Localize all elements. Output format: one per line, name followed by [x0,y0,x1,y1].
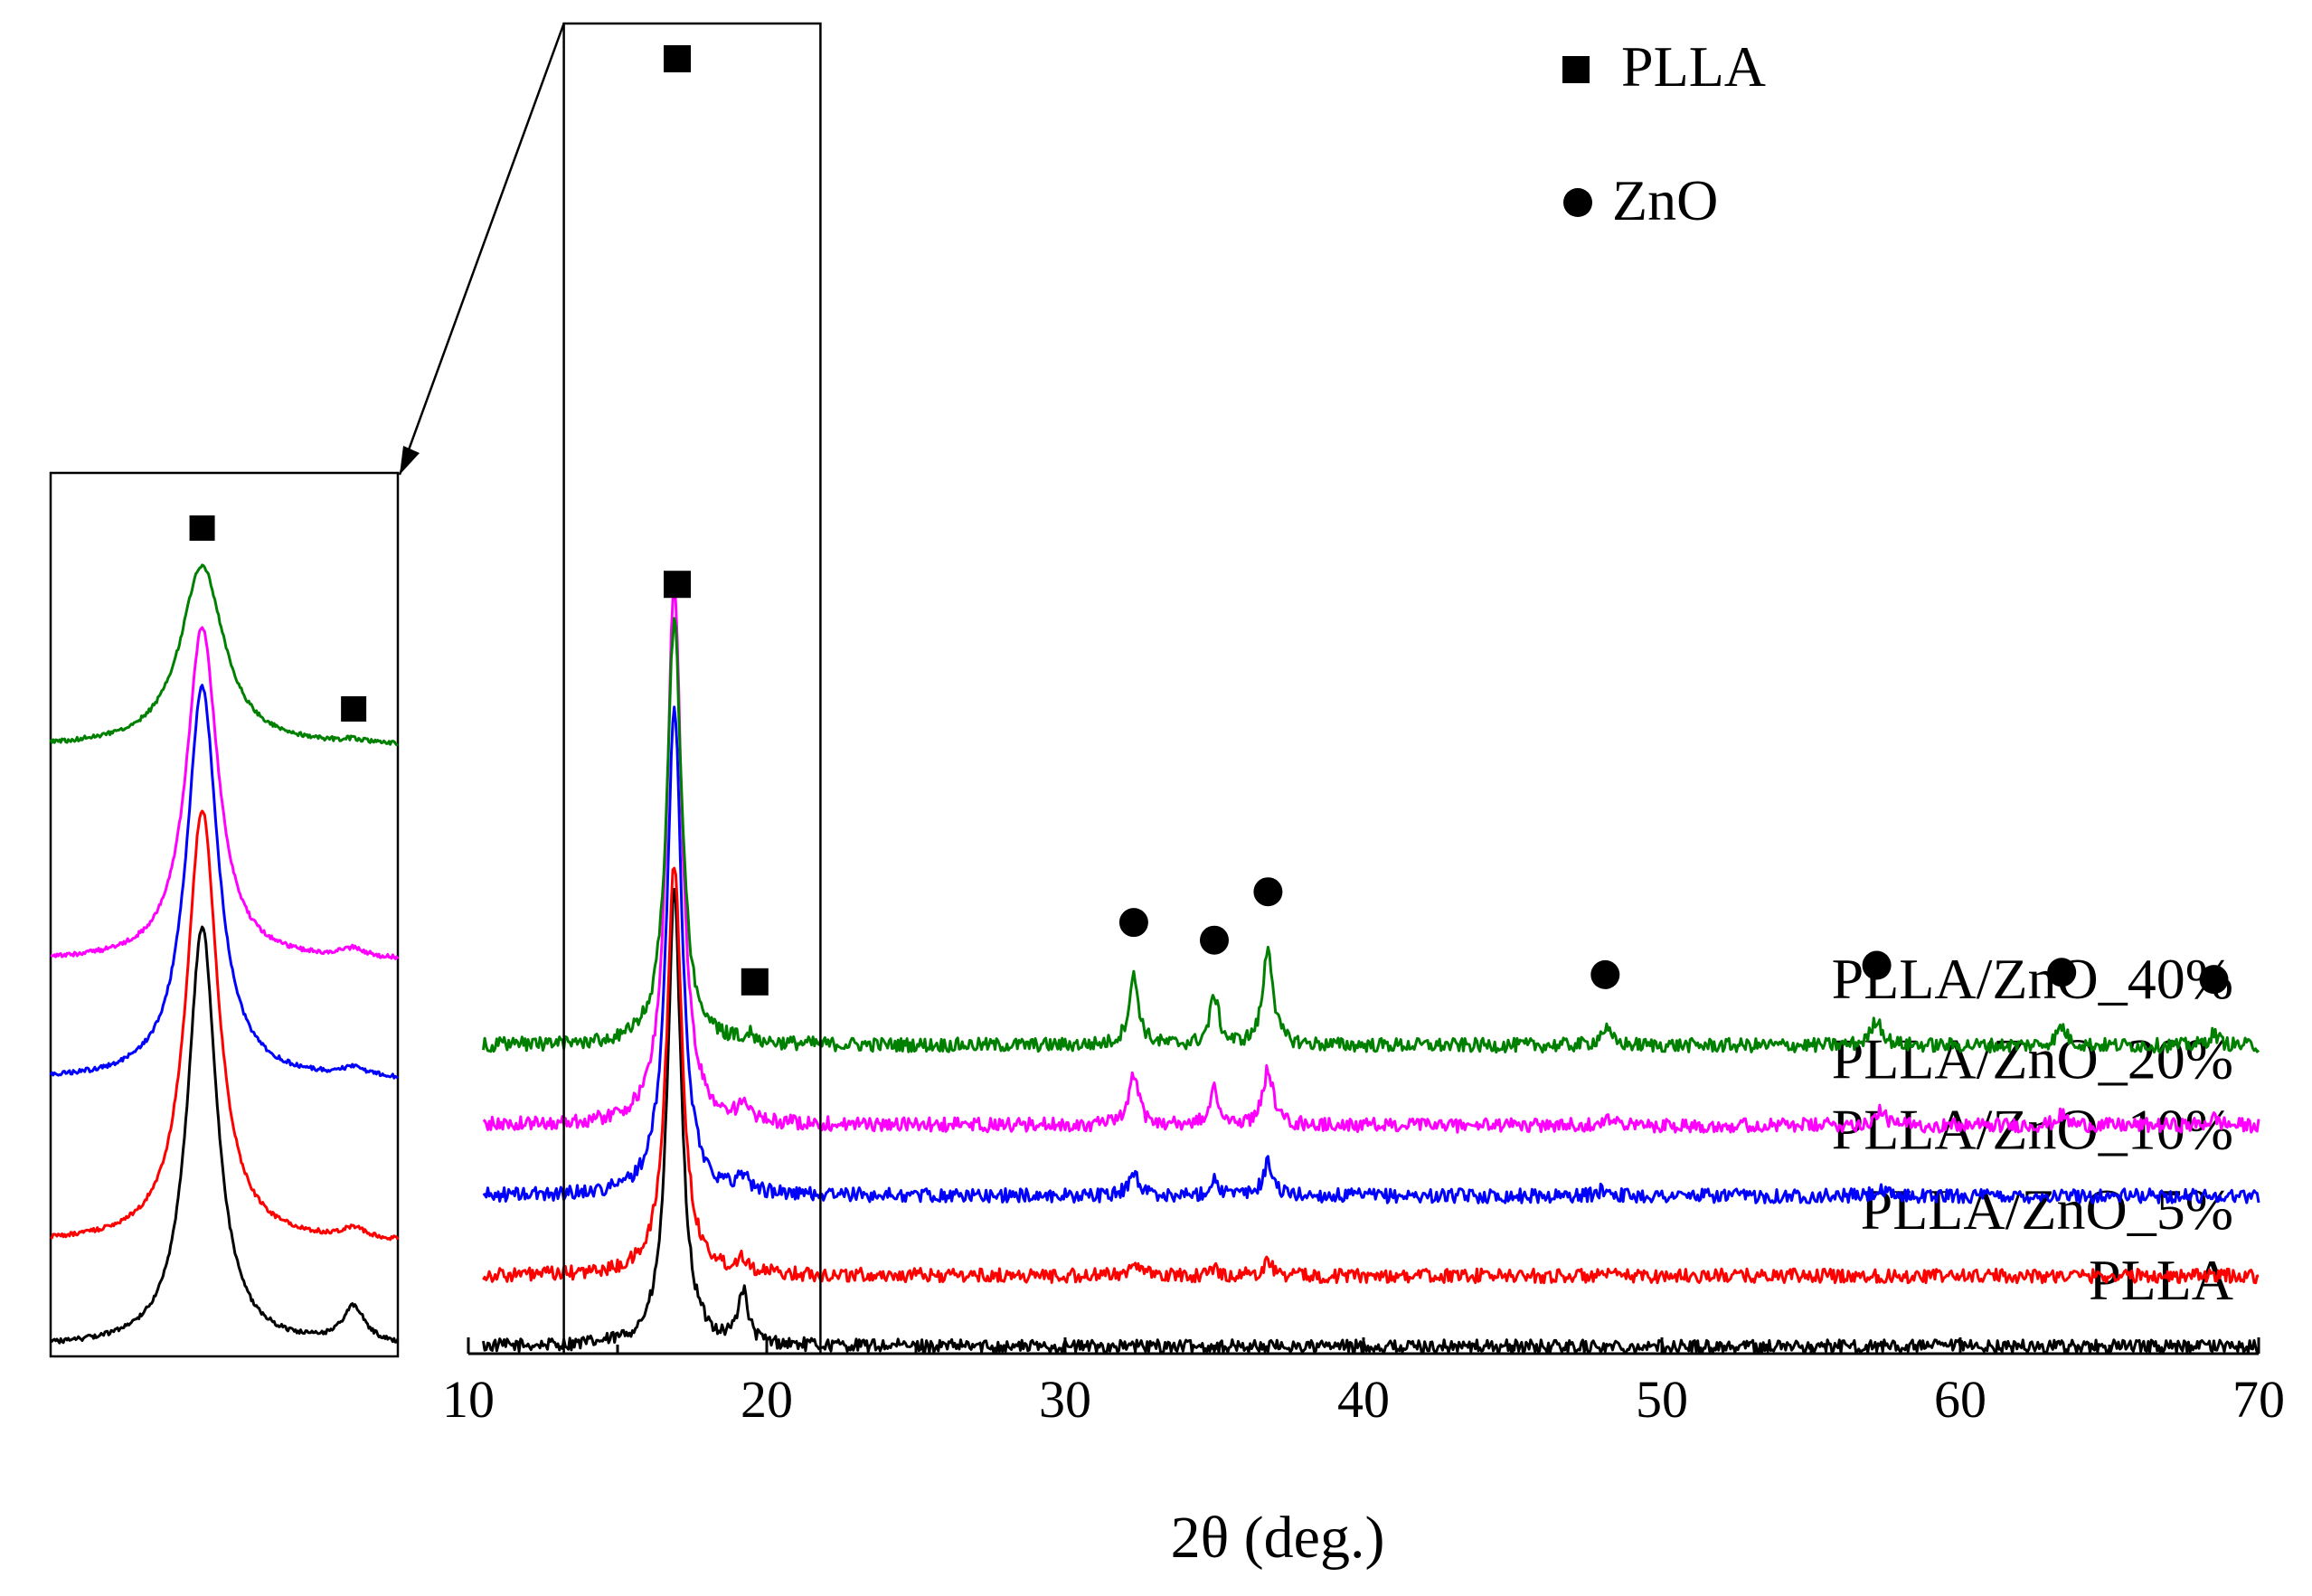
inset-plot [49,23,565,1358]
inset-series-line-PLLA/ZnO_40% [49,563,399,747]
series-label: PLLA/ZnO_40% [1832,947,2233,1011]
peak-circle-marker [1253,877,1283,907]
peak-circle-marker [2199,965,2229,995]
series-line-PLLA/ZnO_20% [482,577,2260,1134]
legend: PLLA ZnO [1562,34,1766,232]
legend-label-zno: ZnO [1612,168,1718,232]
peak-circle-marker [1862,950,1892,980]
series-line-PLLA/ZnO_5% [482,866,2260,1285]
inset-square-marker [341,696,367,722]
series-label: PLLA [2089,1248,2233,1312]
zoom-window [562,22,822,1355]
zoom-connector-line [398,23,565,476]
x-tick-label: 30 [1039,1370,1091,1429]
x-tick-label: 60 [1934,1370,1986,1429]
zoom-arrowhead [400,446,420,475]
inset-series-line-PLLA [50,925,400,1345]
peak-circle-marker [1118,908,1148,938]
series-line-PLLA/ZnO_40% [482,617,2260,1054]
series-label: PLLA/ZnO_5% [1861,1177,2233,1242]
inset-series-line-PLLA/ZnO_20% [50,626,400,960]
series-line-PLLA/ZnO_10% [482,705,2260,1204]
inset-square-marker [189,515,215,541]
inset-series-line-PLLA/ZnO_5% [50,809,400,1242]
peak-square-marker [664,45,691,72]
peak-square-marker [741,968,769,996]
x-tick-label: 20 [741,1370,793,1429]
peak-square-marker [664,571,691,599]
series-label: PLLA/ZnO_20% [1832,1027,2233,1091]
x-tick-label: 10 [442,1370,495,1429]
series-line-PLLA [482,887,2260,1355]
peak-circle-marker [2047,958,2077,987]
legend-square-marker [1562,56,1590,83]
inset-series-line-PLLA/ZnO_10% [49,684,399,1080]
x-tick-label: 50 [1636,1370,1688,1429]
peak-circle-marker [1200,925,1229,955]
legend-label-plla: PLLA [1621,34,1766,99]
x-tick-label: 70 [2232,1370,2285,1429]
peak-circle-marker [1590,959,1620,989]
main-plot: 10 20 30 40 50 60 70PLLAPLLA/ZnO_5%PLLA/ZnO_10… [442,22,2285,1429]
legend-circle-marker [1563,188,1592,217]
x-axis-label: 2θ (deg.) [1171,1505,1385,1571]
x-tick-label: 40 [1337,1370,1390,1429]
